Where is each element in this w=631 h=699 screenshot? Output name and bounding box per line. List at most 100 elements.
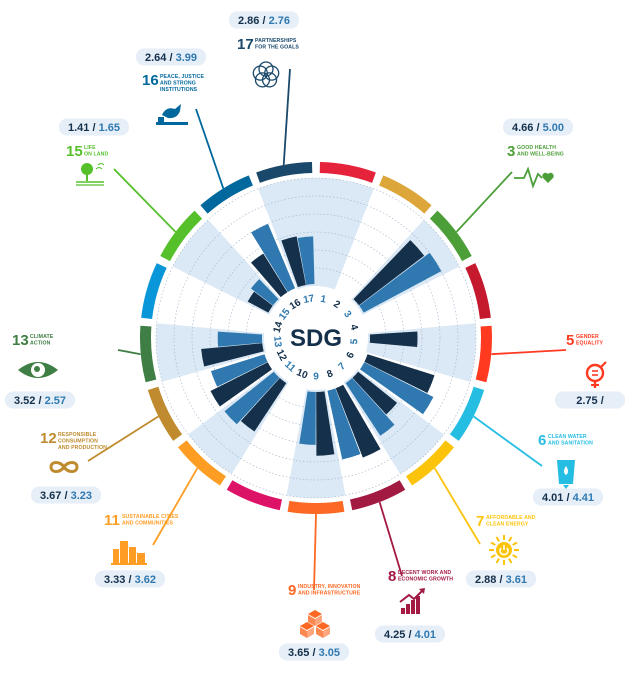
goal-title-13-1: ACTION xyxy=(30,341,51,347)
goal-number-6: 6 xyxy=(538,432,546,449)
leader-5 xyxy=(491,349,567,356)
center-hub: SDG xyxy=(266,288,366,388)
leader-13 xyxy=(117,349,141,356)
ring-segment-7 xyxy=(406,440,455,486)
value-label-5: 2.75 / xyxy=(576,395,604,407)
city-icon xyxy=(111,541,147,565)
band-15 xyxy=(172,219,281,315)
eye-globe-icon xyxy=(18,362,58,378)
leader-8 xyxy=(378,501,403,577)
inner-num-2: 2 xyxy=(331,299,342,312)
bar-dark-13 xyxy=(201,343,264,367)
bar-light-13 xyxy=(217,331,263,347)
cubes-icon xyxy=(300,610,330,638)
goal-title-16-2: INSTITUTIONS xyxy=(160,87,198,93)
goal-title-5-0: GENDER xyxy=(576,334,599,340)
goal-number-13: 13 xyxy=(12,332,29,349)
value-separator: / xyxy=(259,15,268,27)
leader-lines xyxy=(87,68,567,591)
value-label-15: 1.41 / 1.65 xyxy=(68,122,120,134)
bar-dark-5 xyxy=(369,331,418,348)
ring-segment-10 xyxy=(226,480,283,511)
bar-dark-3 xyxy=(353,240,425,306)
value-light-13: 2.57 xyxy=(45,395,66,407)
bar-light-3 xyxy=(359,252,442,313)
goal-title-15-1: ON LAND xyxy=(84,152,108,158)
goal-number-3: 3 xyxy=(507,143,515,160)
goal-title-15-0: LIFE xyxy=(84,145,96,151)
value-label-17: 2.86 / 2.76 xyxy=(238,15,290,27)
band-7 xyxy=(343,369,444,475)
goal-title-8-0: DECENT WORK AND xyxy=(398,570,451,576)
inner-num-16: 16 xyxy=(288,297,304,312)
value-pill-3 xyxy=(503,118,573,136)
leader-3 xyxy=(455,171,513,233)
goal-title-9-0: INDUSTRY, INNOVATION xyxy=(298,584,361,590)
value-light-15: 1.65 xyxy=(99,122,120,134)
gridline-6 xyxy=(155,177,477,499)
goal-title-16-0: PEACE, JUSTICE xyxy=(160,74,205,80)
bar-light-9 xyxy=(299,391,316,445)
value-label-9: 3.65 / 3.05 xyxy=(288,647,340,659)
value-separator: / xyxy=(309,647,318,659)
goal-title-3-0: GOOD HEALTH xyxy=(517,145,556,151)
leader-9 xyxy=(313,513,317,591)
value-light-6: 4.41 xyxy=(573,492,594,504)
gridlines xyxy=(155,177,477,499)
value-pill-12 xyxy=(31,486,101,504)
gridline-5 xyxy=(173,195,459,481)
goal-title-11-1: AND COMMUNITIES xyxy=(122,521,174,527)
value-dark-7: 2.88 xyxy=(475,574,496,586)
infinity-icon xyxy=(49,461,79,473)
value-pill-13 xyxy=(5,391,75,409)
leader-17 xyxy=(282,68,291,166)
ring-segment-5 xyxy=(475,325,492,383)
ring-segment-12 xyxy=(147,386,183,441)
tree-icon xyxy=(76,163,105,186)
value-light-7: 3.61 xyxy=(506,574,527,586)
goal-title-12-0: RESPONSIBLE xyxy=(58,432,97,438)
bar-dark-11 xyxy=(240,378,287,432)
inner-num-12: 12 xyxy=(274,348,289,363)
water-glass-icon xyxy=(557,460,575,489)
bar-dark-12 xyxy=(210,362,273,407)
goal-title-17-1: FOR THE GOALS xyxy=(255,45,299,51)
goal-number-15: 15 xyxy=(66,143,83,160)
value-separator: / xyxy=(89,122,98,134)
bar-light-16 xyxy=(251,223,296,292)
bars xyxy=(201,223,442,460)
goal-title-12-2: AND PRODUCTION xyxy=(58,445,107,451)
bar-light-12 xyxy=(210,354,268,387)
value-label-16: 2.64 / 3.99 xyxy=(145,52,197,64)
value-dark-13: 3.52 xyxy=(14,395,35,407)
value-dark-9: 3.65 xyxy=(288,647,309,659)
ring-segment-11 xyxy=(177,440,226,486)
goal-title-6-1: AND SANITATION xyxy=(548,441,593,447)
value-light-11: 3.62 xyxy=(135,574,156,586)
value-light-16: 3.99 xyxy=(176,52,197,64)
inner-num-14: 14 xyxy=(272,320,286,334)
goal-title-5-1: EQUALITY xyxy=(576,341,603,347)
goal-number-16: 16 xyxy=(142,72,159,89)
value-pill-9 xyxy=(279,643,349,661)
bar-light-17 xyxy=(297,236,315,285)
value-dark-11: 3.33 xyxy=(104,574,125,586)
value-light-9: 3.05 xyxy=(319,647,340,659)
goal-number-9: 9 xyxy=(288,582,296,599)
goal-title-8-1: ECONOMIC GROWTH xyxy=(398,577,453,583)
value-pill-6 xyxy=(533,488,603,506)
ring-segment-16 xyxy=(200,175,253,214)
gridline-4 xyxy=(191,213,441,463)
goal-title-9-1: AND INFRASTRUCTURE xyxy=(298,591,361,597)
value-dark-6: 4.01 xyxy=(542,492,563,504)
value-pill-8 xyxy=(375,625,445,643)
goal-title-7-0: AFFORDABLE AND xyxy=(486,515,536,521)
value-label-7: 2.88 / 3.61 xyxy=(475,574,527,586)
band-1 xyxy=(316,178,374,290)
